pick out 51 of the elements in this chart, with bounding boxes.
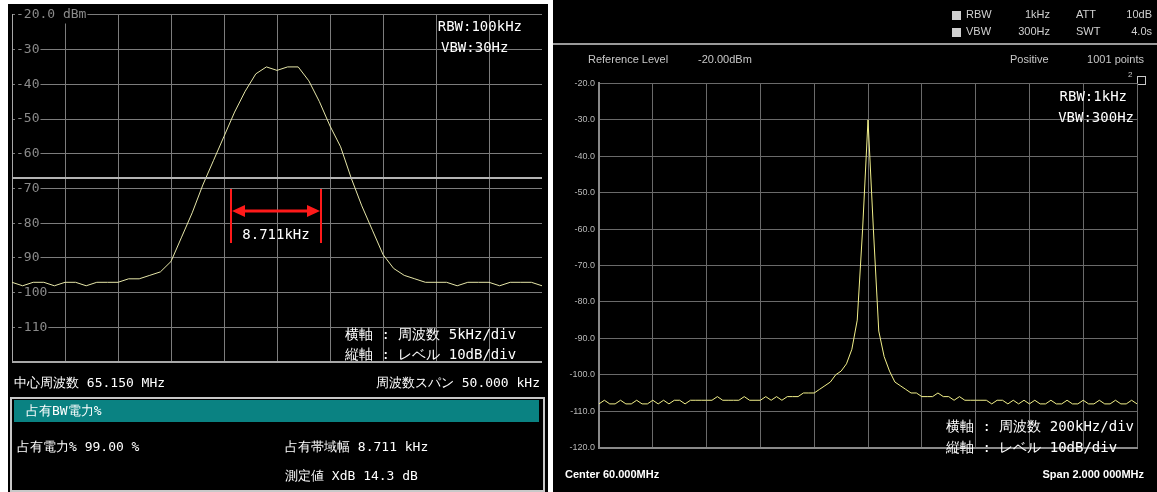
text: 300Hz <box>1018 25 1050 39</box>
y-tick-label: -70.0 <box>574 259 595 270</box>
text: 10dB <box>1126 8 1152 22</box>
annotation: 縦軸 : レベル 10dB/div <box>946 439 1118 456</box>
text: -20.00dBm <box>698 53 752 67</box>
y-tick-label: -60.0 <box>574 223 595 234</box>
annotation: RBW:100kHz <box>437 18 522 35</box>
text: 占有帯域幅 8.711 kHz <box>285 439 429 455</box>
annotation: VBW:30Hz <box>441 39 509 56</box>
text: VBW <box>966 25 992 39</box>
text: 占有電力% 99.00 % <box>17 439 140 455</box>
text: 占有BW電力% <box>26 403 102 419</box>
text: ATT <box>1076 8 1096 22</box>
text: SWT <box>1076 25 1101 39</box>
text: 中心周波数 65.150 MHz <box>14 375 166 391</box>
text: Span 2.000 000MHz <box>1042 468 1144 482</box>
y-tick-label: -40 <box>16 75 40 91</box>
annotation: 縦軸 : レベル 10dB/div <box>345 346 517 363</box>
y-tick-label: -20.0 dBm <box>16 6 87 22</box>
text: 1kHz <box>1024 8 1050 22</box>
y-tick-label: -30.0 <box>574 114 595 125</box>
text: Positive <box>1010 53 1049 67</box>
y-tick-label: -80 <box>16 214 40 230</box>
text: 2 <box>1128 70 1133 80</box>
y-tick-label: -110 <box>16 318 48 334</box>
y-tick-label: -100 <box>16 284 48 300</box>
text: 測定値 XdB 14.3 dB <box>285 468 418 484</box>
y-tick-label: -60 <box>16 145 40 161</box>
text: 4.0s <box>1131 25 1152 39</box>
y-tick-label: -50.0 <box>574 187 595 198</box>
y-tick-label: -20.0 <box>574 77 595 88</box>
y-tick-label: -110.0 <box>570 405 595 416</box>
y-tick-label: -30 <box>16 40 40 56</box>
text: Center 60.000MHz <box>565 468 660 482</box>
annotation: 8.711kHz <box>242 226 310 243</box>
y-tick-label: -70 <box>16 179 40 195</box>
text: 周波数スパン 50.000 kHz <box>375 375 540 391</box>
y-tick-label: -100.0 <box>569 369 595 380</box>
y-tick-label: -50 <box>16 110 40 126</box>
y-tick-label: -90.0 <box>574 332 595 343</box>
y-tick-label: -80.0 <box>574 296 595 307</box>
annotation: RBW:1kHz <box>1059 88 1127 105</box>
annotation: 横軸 : 周波数 5kHz/div <box>345 326 517 343</box>
text: 1001 points <box>1087 53 1144 67</box>
annotation: 横軸 : 周波数 200kHz/div <box>946 418 1135 435</box>
annotation: VBW:300Hz <box>1058 109 1134 126</box>
text: RBW <box>966 8 992 22</box>
y-tick-label: -40.0 <box>574 150 595 161</box>
y-tick-label: -90 <box>16 249 40 265</box>
y-tick-label: -120.0 <box>569 442 595 453</box>
text: Reference Level <box>588 53 669 67</box>
